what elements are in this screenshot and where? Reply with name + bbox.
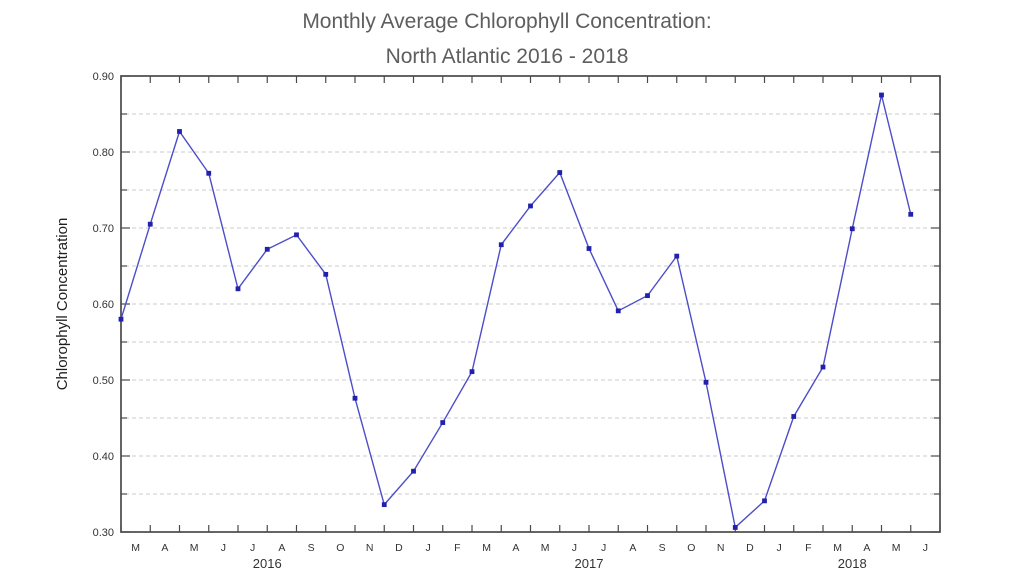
data-point-marker (264, 246, 270, 252)
x-month-label: A (278, 542, 285, 554)
y-tick-label: 0.30 (93, 527, 114, 539)
year-label: 2018 (838, 556, 867, 571)
x-month-label: F (805, 542, 811, 554)
x-month-label: F (454, 542, 460, 554)
data-point-marker (908, 211, 914, 217)
data-point-marker (791, 414, 797, 419)
x-month-label: M (131, 542, 140, 554)
data-point-marker (849, 226, 855, 232)
x-month-label: M (190, 542, 199, 554)
data-point-marker (615, 308, 621, 314)
x-month-label: J (426, 542, 431, 554)
x-month-label: D (746, 542, 754, 554)
page-title: Monthly Average Chlorophyll Concentratio… (302, 10, 712, 33)
data-point-marker (674, 253, 680, 259)
x-month-label: A (863, 542, 870, 554)
data-point-marker (147, 221, 153, 227)
data-point-marker (206, 170, 212, 176)
data-point-marker (732, 525, 738, 530)
data-point-marker (381, 502, 387, 508)
chart-title-block: Monthly Average Chlorophyll Concentratio… (0, 4, 1014, 74)
x-month-label: A (512, 542, 519, 554)
year-label: 2016 (253, 556, 282, 571)
data-point-marker (118, 316, 124, 322)
data-point-marker (177, 129, 182, 134)
x-month-label: D (395, 542, 403, 554)
x-month-label: M (892, 542, 901, 554)
x-month-label: J (777, 542, 782, 554)
y-tick-label: 0.40 (93, 451, 114, 463)
x-month-label: M (541, 542, 550, 554)
y-tick-label: 0.70 (93, 223, 114, 235)
data-point-marker (352, 395, 358, 401)
data-point-marker (586, 246, 592, 251)
x-month-label: J (601, 542, 606, 554)
data-point-marker (762, 498, 767, 504)
x-month-label: J (221, 542, 226, 554)
data-point-marker (528, 203, 533, 209)
x-month-label: N (366, 542, 374, 554)
x-month-label: M (482, 542, 491, 554)
data-point-marker (645, 293, 650, 299)
year-label: 2017 (575, 556, 604, 571)
x-month-label: S (308, 542, 315, 554)
x-month-label: N (717, 542, 725, 554)
page-subtitle: North Atlantic 2016 - 2018 (385, 45, 629, 68)
x-month-label: O (687, 542, 695, 554)
data-point-marker (440, 420, 446, 425)
data-line (120, 94, 912, 529)
data-point-marker (323, 271, 329, 277)
y-axis-title: Chlorophyll Concentration (54, 218, 71, 391)
x-month-label: S (659, 542, 666, 554)
x-month-label: A (629, 542, 636, 554)
y-tick-label: 0.50 (93, 375, 114, 387)
y-tick-label: 0.90 (93, 71, 114, 83)
x-month-label: O (336, 542, 344, 554)
data-point-marker (294, 232, 299, 238)
x-month-label: J (250, 542, 255, 554)
data-point-marker (879, 92, 884, 98)
data-point-marker (235, 286, 241, 292)
x-month-label: J (572, 542, 577, 554)
data-point-marker (469, 369, 475, 375)
y-tick-label: 0.60 (93, 299, 114, 311)
data-point-marker (703, 379, 709, 385)
data-point-marker (820, 364, 826, 370)
data-point-marker (557, 170, 563, 175)
data-point-marker (498, 242, 504, 248)
x-month-label: A (161, 542, 168, 554)
x-month-label: J (923, 542, 928, 554)
y-tick-label: 0.80 (93, 147, 114, 159)
plot-border (120, 75, 941, 533)
x-month-label: M (833, 542, 842, 554)
data-point-marker (411, 468, 416, 474)
